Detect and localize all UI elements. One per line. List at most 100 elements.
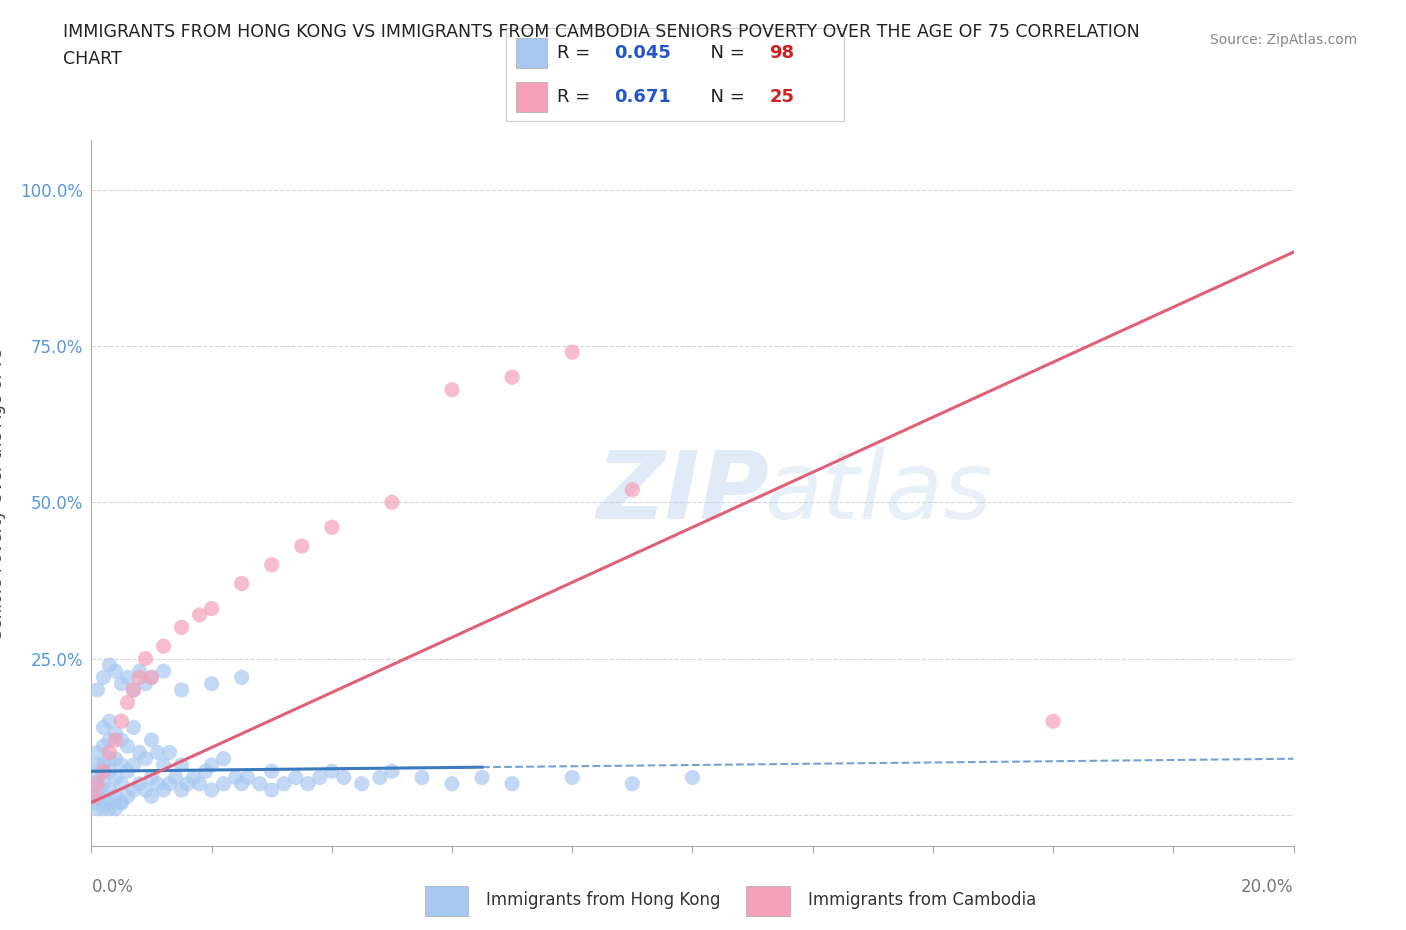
Point [134, 751, 156, 766]
Text: IMMIGRANTS FROM HONG KONG VS IMMIGRANTS FROM CAMBODIA SENIORS POVERTY OVER THE A: IMMIGRANTS FROM HONG KONG VS IMMIGRANTS … [63, 23, 1140, 68]
Point [117, 738, 139, 753]
Point [350, 777, 373, 791]
Point [501, 777, 523, 791]
Point [98, 658, 121, 672]
Point [225, 770, 247, 785]
Point [122, 683, 145, 698]
Point [152, 639, 174, 654]
Point [122, 720, 145, 735]
Point [134, 651, 156, 666]
Point [297, 777, 319, 791]
Point [93, 758, 115, 773]
Text: N =: N = [699, 87, 749, 106]
Point [86, 777, 108, 791]
Point [321, 764, 343, 778]
Point [134, 676, 156, 691]
Point [141, 670, 163, 684]
Text: atlas: atlas [765, 447, 993, 538]
Point [89, 782, 111, 797]
Point [83, 789, 105, 804]
Point [83, 795, 105, 810]
Point [321, 520, 343, 535]
Point [260, 764, 283, 778]
Point [146, 745, 169, 760]
Point [170, 683, 193, 698]
Point [188, 607, 211, 622]
Point [128, 664, 150, 679]
Point [201, 782, 224, 797]
Point [188, 777, 211, 791]
Point [368, 770, 391, 785]
Point [291, 538, 314, 553]
Y-axis label: Seniors Poverty Over the Age of 75: Seniors Poverty Over the Age of 75 [0, 347, 6, 639]
FancyBboxPatch shape [425, 886, 468, 916]
Text: 0.671: 0.671 [614, 87, 671, 106]
Point [117, 789, 139, 804]
Point [1042, 713, 1064, 728]
Point [98, 782, 121, 797]
Text: Immigrants from Cambodia: Immigrants from Cambodia [808, 891, 1036, 909]
FancyBboxPatch shape [516, 82, 547, 112]
Point [201, 758, 224, 773]
FancyBboxPatch shape [747, 886, 790, 916]
Point [128, 670, 150, 684]
Text: ZIP: ZIP [596, 447, 769, 538]
Point [440, 777, 463, 791]
Text: 98: 98 [769, 44, 794, 62]
Point [93, 720, 115, 735]
Point [86, 770, 108, 785]
Point [561, 345, 583, 360]
Point [104, 751, 127, 766]
Point [183, 770, 205, 785]
Point [141, 770, 163, 785]
Text: N =: N = [699, 44, 749, 62]
Point [333, 770, 356, 785]
Point [141, 789, 163, 804]
Point [201, 676, 224, 691]
Point [260, 557, 283, 572]
Point [104, 726, 127, 741]
Point [165, 770, 187, 785]
Point [231, 670, 253, 684]
Point [93, 777, 115, 791]
Point [134, 782, 156, 797]
Point [93, 802, 115, 817]
Point [86, 683, 108, 698]
Point [249, 777, 271, 791]
Point [98, 795, 121, 810]
Point [122, 683, 145, 698]
Point [86, 758, 108, 773]
Point [170, 620, 193, 635]
Point [104, 664, 127, 679]
Point [128, 777, 150, 791]
FancyBboxPatch shape [516, 38, 547, 68]
Point [141, 733, 163, 748]
Text: 20.0%: 20.0% [1241, 878, 1294, 897]
Point [236, 770, 259, 785]
Point [128, 745, 150, 760]
Point [98, 733, 121, 748]
Point [104, 789, 127, 804]
Point [93, 670, 115, 684]
Point [621, 777, 644, 791]
Point [117, 670, 139, 684]
Point [212, 751, 235, 766]
Point [381, 764, 404, 778]
Point [122, 758, 145, 773]
Point [110, 733, 132, 748]
Point [86, 789, 108, 804]
Point [141, 670, 163, 684]
Point [110, 758, 132, 773]
Point [176, 777, 198, 791]
Point [471, 770, 494, 785]
Text: R =: R = [557, 87, 602, 106]
Point [308, 770, 330, 785]
Point [212, 777, 235, 791]
Point [561, 770, 583, 785]
Point [146, 777, 169, 791]
Point [284, 770, 307, 785]
Point [93, 764, 115, 778]
Point [231, 777, 253, 791]
Point [117, 764, 139, 778]
Point [201, 601, 224, 616]
